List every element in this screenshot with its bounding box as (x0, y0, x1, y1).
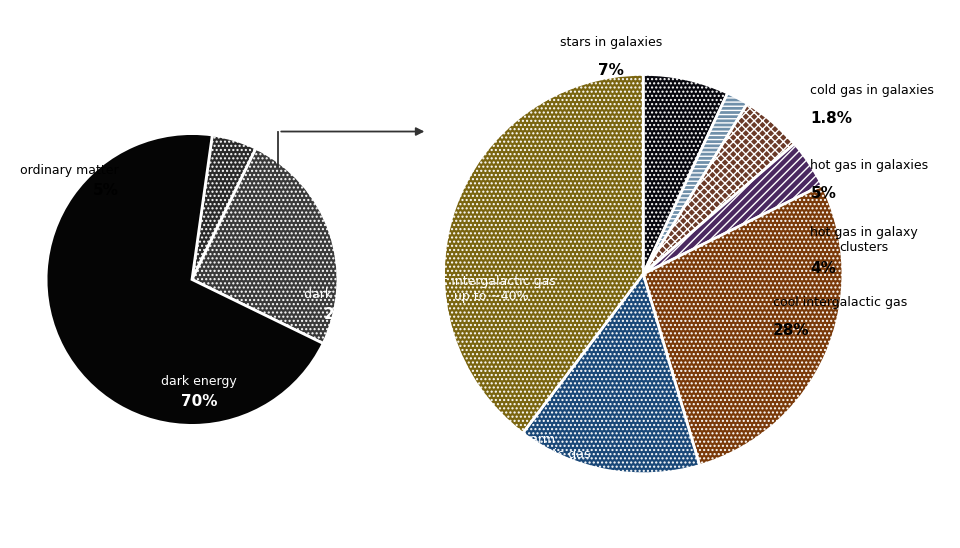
Wedge shape (643, 104, 795, 274)
Text: stars in galaxies: stars in galaxies (560, 36, 661, 49)
Text: hot gas in galaxies: hot gas in galaxies (810, 159, 928, 172)
Text: 70%: 70% (181, 394, 218, 409)
Wedge shape (643, 185, 843, 466)
Text: 5%: 5% (93, 182, 119, 198)
Text: hot gas in galaxy
clusters: hot gas in galaxy clusters (810, 226, 918, 254)
Wedge shape (192, 135, 256, 279)
Text: 25%: 25% (324, 307, 360, 322)
Text: dark matter: dark matter (304, 288, 379, 300)
Text: 1.8%: 1.8% (810, 111, 852, 125)
Wedge shape (46, 134, 324, 425)
Wedge shape (522, 274, 700, 473)
Wedge shape (643, 75, 728, 274)
Text: 15%: 15% (520, 467, 557, 483)
Wedge shape (643, 93, 747, 274)
Text: 28%: 28% (773, 323, 809, 338)
Wedge shape (192, 149, 338, 344)
Wedge shape (643, 144, 822, 274)
Text: ordinary matter: ordinary matter (20, 163, 119, 176)
Text: 7%: 7% (598, 64, 624, 78)
Text: cold gas in galaxies: cold gas in galaxies (810, 84, 934, 97)
Text: cool intergalactic gas: cool intergalactic gas (773, 296, 907, 309)
Text: 4%: 4% (810, 260, 836, 276)
Text: 5%: 5% (810, 186, 836, 201)
Text: hot intergalactic gas
up to ~40%: hot intergalactic gas up to ~40% (426, 275, 556, 303)
Text: dark energy: dark energy (161, 375, 237, 388)
Wedge shape (444, 75, 643, 433)
Text: warm
intergalactic gas: warm intergalactic gas (486, 433, 590, 461)
